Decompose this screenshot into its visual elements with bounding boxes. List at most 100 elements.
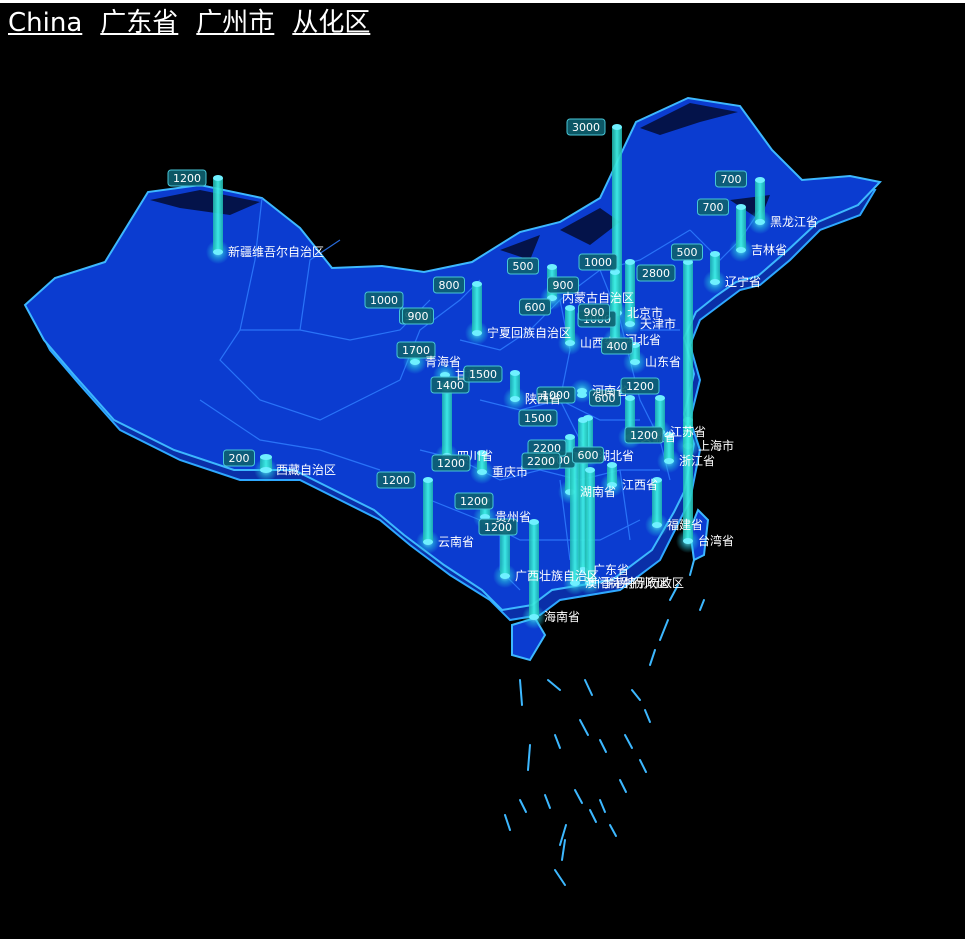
province-marker[interactable] [600,462,624,497]
value-tag-box [167,169,207,187]
bar [529,522,539,617]
value-tag-box [402,307,434,325]
bar [630,345,640,362]
value-tag-text: 200 [229,452,250,465]
bar-base [213,249,223,255]
bar [570,455,580,583]
province-marker[interactable] [465,281,489,345]
value-tag-text: 800 [439,279,460,292]
province-marker[interactable] [416,477,440,554]
bar-base [500,573,510,579]
bar [423,480,433,542]
value-tag-text: 700 [703,201,724,214]
value-tag-box [454,492,494,510]
bar [655,398,665,432]
value-tag-box [396,341,436,359]
value-tag: 400 [601,337,633,355]
value-tag-text: 1500 [524,412,552,425]
province-name: 浙江省 [679,454,715,468]
bar-top [510,370,520,376]
value-tag-box [519,298,551,316]
bar-top [565,305,575,311]
value-tag-box [433,276,465,294]
bar-base [652,522,662,528]
value-tag-box [223,449,255,467]
province-marker[interactable] [503,370,527,411]
value-tag-text: 700 [721,173,742,186]
value-tag-text: 1200 [460,495,488,508]
value-tag: 2800 [636,264,676,282]
value-tag-box [430,376,470,394]
value-tag: 1500 [518,409,558,427]
bar-top [423,477,433,483]
breadcrumb-conghua[interactable]: 从化区 [292,8,371,38]
bar-base [260,467,272,473]
bar [612,127,622,313]
province-marker[interactable] [470,450,494,484]
bar-top [213,175,223,181]
province-marker[interactable] [729,204,753,262]
province-marker[interactable] [570,379,594,403]
bar [578,420,588,570]
bar [736,207,746,250]
bar-base [472,330,482,336]
value-tag-text: 1000 [584,256,612,269]
bar-base [710,279,720,285]
province-name: 辽宁省 [725,274,761,289]
breadcrumb-guangdong[interactable]: 广东省 [100,8,179,38]
value-tag: 1200 [376,471,416,489]
bar-top [477,450,487,456]
value-tag-box [578,253,618,271]
value-tag-text: 1000 [542,389,570,402]
province-name: 福建省 [667,517,703,532]
value-tag: 1200 [620,377,660,395]
value-tag: 800 [433,276,465,294]
province-name: 台湾省 [698,533,734,548]
value-tag-text: 2200 [533,442,561,455]
bar-base [683,538,693,544]
value-tag-box [521,452,561,470]
map-land[interactable] [23,96,882,612]
province-marker[interactable] [254,454,278,482]
breadcrumb-china[interactable]: China [8,8,83,38]
province-marker[interactable] [657,432,681,473]
value-tag-text: 900 [584,306,605,319]
province-name: 香港特别行政区 [600,575,684,590]
value-tag-text: 600 [578,449,599,462]
province-bars [206,124,772,629]
bar-top [612,124,622,130]
province-name: 江苏省 [670,425,706,439]
province-name: 湖南省 [580,484,616,499]
bar [442,388,452,456]
bar-top [607,462,617,468]
value-tag: 600 [572,446,604,464]
bar-base [755,219,765,225]
value-tag: 3000 [566,118,606,136]
value-tag-text: 400 [607,340,628,353]
value-tag: 2200 [521,452,561,470]
province-marker[interactable] [522,519,546,629]
bar-top [664,432,674,438]
value-tag-text: 900 [408,310,429,323]
province-marker[interactable] [623,342,647,374]
province-marker[interactable] [558,305,582,355]
bar-base [625,321,635,327]
province-marker[interactable] [703,251,727,294]
province-marker[interactable] [645,477,669,537]
value-tag-box [478,518,518,536]
province-marker[interactable] [618,259,642,336]
value-tag-box [547,276,579,294]
bar-base [529,614,539,620]
value-tag: 900 [578,303,610,321]
province-marker[interactable] [206,175,230,264]
value-tag: 600 [519,298,551,316]
value-tag-text: 1700 [402,344,430,357]
province-marker[interactable] [748,177,772,234]
value-tag-text: 1000 [370,294,398,307]
value-tag-box [566,118,606,136]
value-tag-text: 500 [677,246,698,259]
bar-top [655,395,665,401]
breadcrumb-guangzhou[interactable]: 广州市 [196,8,275,38]
province-name: 河北省 [625,333,661,347]
province-name: 天津市 [640,316,676,331]
